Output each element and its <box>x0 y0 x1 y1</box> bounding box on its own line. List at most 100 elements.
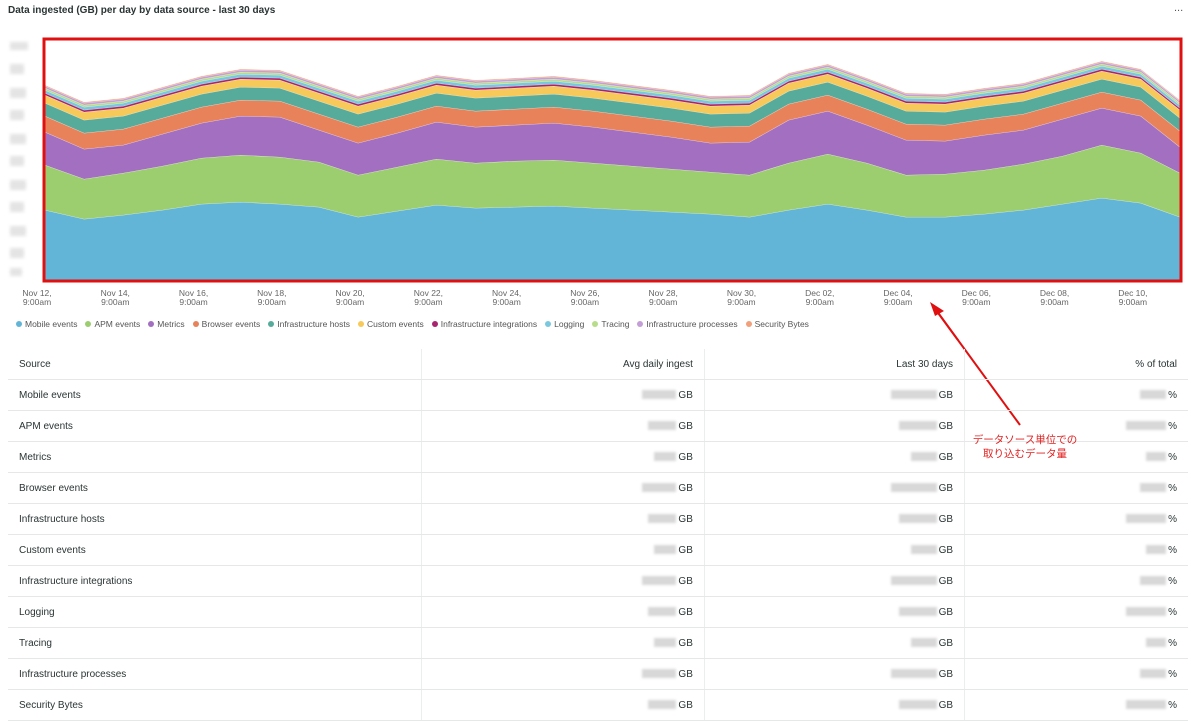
value-cell: % <box>964 689 1188 721</box>
value-cell: GB <box>421 596 705 628</box>
value-cell: % <box>964 379 1188 411</box>
panel-menu[interactable]: ... <box>1174 2 1184 14</box>
area <box>45 198 1180 280</box>
legend-label: Logging <box>554 319 585 329</box>
x-tick-label: Nov 14, 9:00am <box>100 288 130 307</box>
unit: GB <box>678 637 693 649</box>
source-label: Browser events <box>19 482 88 494</box>
unit: % <box>1168 699 1177 711</box>
legend-label: APM events <box>94 319 141 329</box>
legend-item[interactable]: Security Bytes <box>745 319 809 329</box>
blurred-value <box>642 482 677 492</box>
column-header[interactable]: Avg daily ingest <box>421 349 705 380</box>
legend-label: Infrastructure integrations <box>440 319 538 329</box>
legend-item[interactable]: Logging <box>545 319 584 329</box>
unit: % <box>1168 389 1177 401</box>
legend-item[interactable]: Tracing <box>592 319 629 329</box>
source-name: Mobile events <box>8 379 422 411</box>
legend-item[interactable]: Mobile events <box>16 319 77 329</box>
unit: GB <box>678 575 693 587</box>
unit: % <box>1168 606 1177 618</box>
blurred-value <box>1140 482 1167 492</box>
legend-item[interactable]: Infrastructure processes <box>637 319 738 329</box>
unit: GB <box>938 575 954 587</box>
value-cell: GB <box>703 689 965 721</box>
value-cell: % <box>964 627 1188 659</box>
table-row: Mobile events GB GB% <box>8 379 1188 411</box>
annotation-arrow <box>935 309 960 340</box>
unit: GB <box>678 513 693 525</box>
legend-swatch <box>85 321 92 327</box>
unit: GB <box>678 451 693 463</box>
source-name: Logging <box>8 596 422 628</box>
area-edge <box>44 60 1181 103</box>
legend-item[interactable]: Browser events <box>192 319 260 329</box>
source-label: Security Bytes <box>19 699 83 711</box>
blurred-value <box>898 606 937 616</box>
value-cell: GB <box>421 441 705 473</box>
unit: GB <box>678 606 693 618</box>
blurred-value <box>910 451 937 461</box>
table-row: Infrastructure integrations GB GB% <box>8 565 1188 597</box>
source-table: Source Avg daily ingest Last 30 days% of t… <box>8 349 1188 721</box>
area <box>45 108 1180 179</box>
value-cell: % <box>964 534 1188 566</box>
table-row: Logging GB GB% <box>8 596 1188 628</box>
unit: GB <box>678 389 693 401</box>
value-cell: GB <box>703 534 965 566</box>
source-name: Tracing <box>8 627 422 659</box>
source-label: Mobile events <box>19 389 81 401</box>
blurred-value <box>1126 513 1167 523</box>
blurred-value <box>648 513 677 523</box>
legend-item[interactable]: Infrastructure hosts <box>268 319 350 329</box>
unit: GB <box>938 451 954 463</box>
value-cell: GB <box>421 534 705 566</box>
source-label: Custom events <box>19 544 86 556</box>
legend-swatch <box>637 321 644 327</box>
x-tick-label: Nov 20, 9:00am <box>335 288 365 307</box>
source-label: Infrastructure integrations <box>19 575 133 587</box>
x-tick-label: Nov 18, 9:00am <box>257 288 287 307</box>
value-cell: % <box>964 472 1188 504</box>
unit: GB <box>938 606 954 618</box>
column-header[interactable]: Source <box>8 349 422 380</box>
source-name: Infrastructure processes <box>8 658 422 690</box>
legend-item[interactable]: APM events <box>85 319 140 329</box>
x-tick-label: Dec 06, 9:00am <box>961 288 991 307</box>
blurred-value <box>648 699 677 709</box>
blurred-value <box>654 451 677 461</box>
source-label: Logging <box>19 606 55 618</box>
column-header[interactable]: Last 30 days <box>703 349 965 380</box>
legend-label: Custom events <box>367 319 424 329</box>
source-label: Tracing <box>19 637 52 649</box>
value-cell: GB <box>703 472 965 504</box>
value-cell: % <box>964 410 1188 442</box>
legend-label: Infrastructure hosts <box>277 319 351 329</box>
legend-item[interactable]: Custom events <box>358 319 424 329</box>
legend-item[interactable]: Metrics <box>148 319 185 329</box>
blurred-value <box>898 699 937 709</box>
y-axis-blurred <box>10 42 28 276</box>
source-name: Security Bytes <box>8 689 422 721</box>
table-row: APM events GB GB% <box>8 410 1188 442</box>
value-cell: GB <box>703 379 965 411</box>
source-name: Infrastructure hosts <box>8 503 422 535</box>
table-row: Browser events GB GB% <box>8 472 1188 504</box>
unit: GB <box>678 668 693 680</box>
value-cell: GB <box>421 658 705 690</box>
value-cell: GB <box>421 410 705 442</box>
area <box>45 71 1180 120</box>
x-tick-label: Nov 12, 9:00am <box>22 288 52 307</box>
unit: GB <box>938 482 954 494</box>
value-cell: GB <box>421 379 705 411</box>
x-tick-label: Nov 26, 9:00am <box>570 288 600 307</box>
legend-item[interactable]: Infrastructure integrations <box>431 319 538 329</box>
blurred-value <box>1140 575 1167 585</box>
source-label: Infrastructure processes <box>19 668 127 680</box>
x-tick-label: Nov 16, 9:00am <box>178 288 209 307</box>
area <box>45 79 1180 133</box>
value-cell: GB <box>421 689 705 721</box>
column-header[interactable]: % of total <box>964 349 1188 380</box>
legend-swatch <box>545 321 552 327</box>
blurred-value <box>648 420 677 430</box>
